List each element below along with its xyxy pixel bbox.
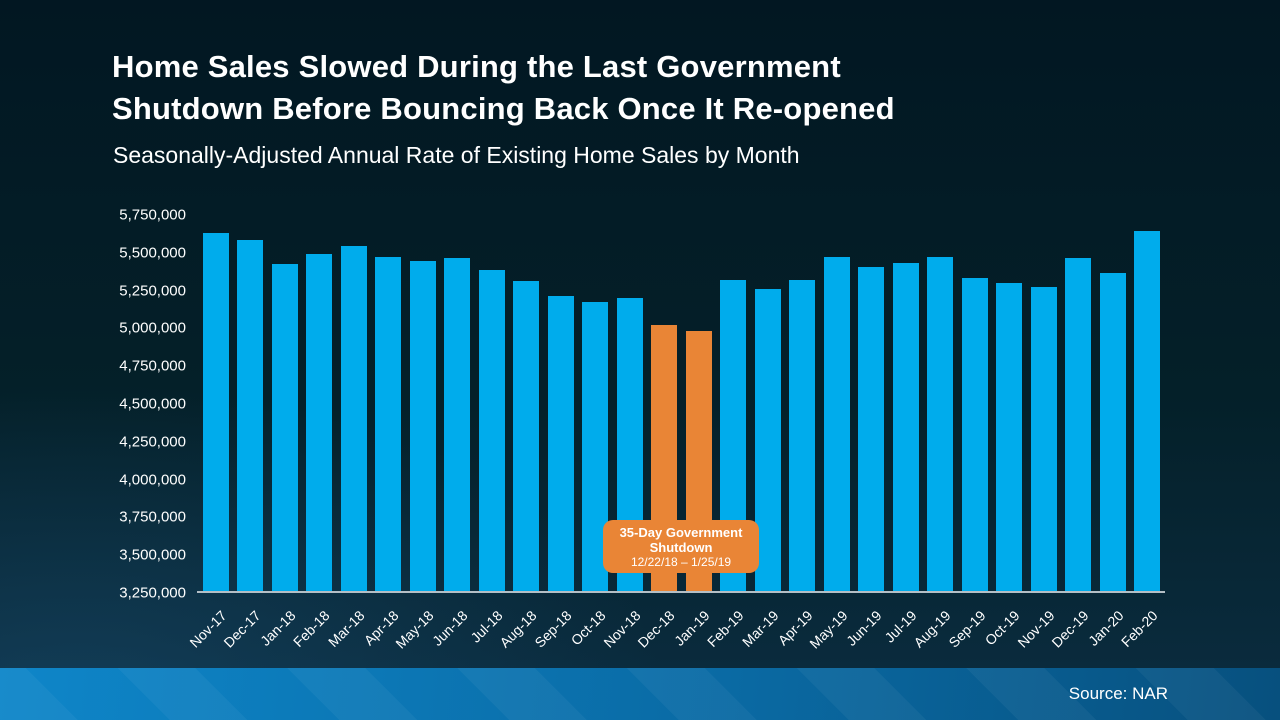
y-tick-label: 5,750,000 [119, 206, 186, 224]
y-tick-label: 5,500,000 [119, 244, 186, 262]
bar-aug-19 [927, 257, 954, 591]
bar-may-19 [823, 257, 850, 591]
y-tick-label: 4,750,000 [119, 357, 186, 375]
bar-may-18 [409, 261, 436, 591]
bar-feb-18 [306, 254, 333, 591]
y-axis: 5,750,000 5,500,000 5,250,000 5,000,000 4,75… [0, 207, 186, 602]
bar-aug-18 [513, 281, 540, 591]
bar-sep-18 [547, 296, 574, 591]
footer-bar: Source: NAR [0, 668, 1280, 720]
y-tick-label: 4,500,000 [119, 395, 186, 413]
shutdown-callout: 35-Day Government Shutdown 12/22/18 – 1/… [603, 520, 759, 573]
bar-nov-17 [203, 233, 229, 591]
page-title-line1: Home Sales Slowed During the Last Govern… [112, 49, 841, 84]
bar-jul-19 [892, 263, 919, 591]
page-title: Home Sales Slowed During the Last Govern… [112, 46, 895, 130]
bar-dec-17 [237, 240, 264, 591]
y-tick-label: 4,000,000 [119, 471, 186, 489]
bar-jun-18 [444, 258, 471, 591]
y-tick-label: 3,750,000 [119, 508, 186, 526]
bar-mar-18 [340, 246, 367, 591]
callout-title-line1: 35-Day Government [619, 525, 743, 540]
bar-jun-19 [858, 267, 885, 591]
bar-feb-20 [1134, 231, 1160, 591]
bar-chart-plot-area: 35-Day Government Shutdown 12/22/18 – 1/… [197, 215, 1165, 593]
y-tick-label: 3,250,000 [119, 584, 186, 602]
page-subtitle: Seasonally-Adjusted Annual Rate of Exist… [113, 142, 800, 168]
bar-apr-19 [789, 280, 816, 591]
bar-nov-19 [1030, 287, 1057, 591]
source-label: Source: NAR [1068, 684, 1168, 703]
bar-apr-18 [375, 257, 402, 591]
y-tick-label: 5,250,000 [119, 282, 186, 300]
bar-jan-18 [271, 264, 298, 591]
page-title-line2: Shutdown Before Bouncing Back Once It Re… [112, 91, 895, 126]
bar-jan-20 [1099, 273, 1126, 591]
bar-mar-19 [754, 289, 781, 591]
bar-dec-19 [1065, 258, 1092, 591]
y-tick-label: 4,250,000 [119, 433, 186, 451]
bar-sep-19 [961, 278, 988, 591]
bar-jul-18 [478, 270, 505, 591]
bar-oct-19 [996, 283, 1023, 591]
y-tick-label: 5,000,000 [119, 319, 186, 337]
x-axis: Nov-17 Dec-17 Jan-18 Feb-18 Mar-18 Apr-18 May-… [186, 595, 1165, 665]
y-tick-label: 3,500,000 [119, 546, 186, 564]
callout-title-line2: Shutdown [649, 540, 713, 555]
callout-dates: 12/22/18 – 1/25/19 [630, 555, 732, 569]
